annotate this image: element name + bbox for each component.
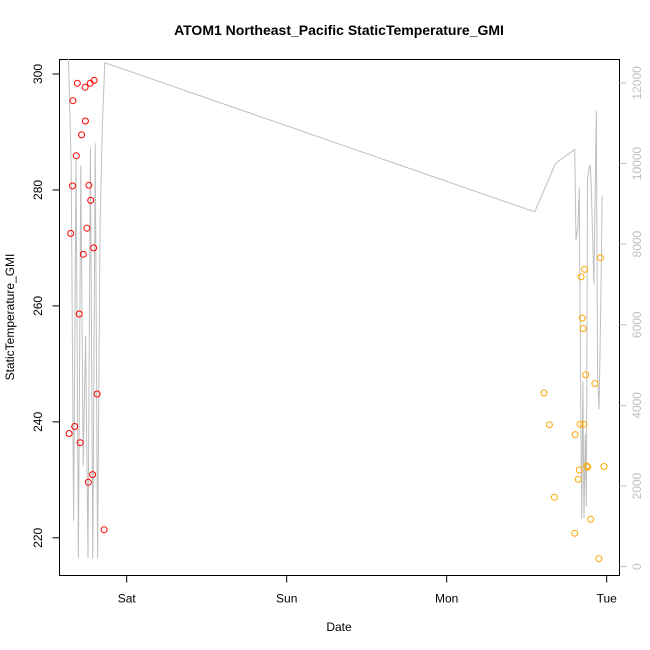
data-point bbox=[75, 310, 83, 318]
data-point bbox=[90, 244, 98, 252]
x-axis-label: Date bbox=[326, 620, 352, 634]
data-point bbox=[540, 389, 548, 397]
x-tick-label: Sun bbox=[276, 592, 297, 606]
data-point bbox=[577, 273, 585, 281]
y-left-tick-label: 260 bbox=[31, 296, 45, 316]
data-point bbox=[72, 152, 80, 160]
chart-title: ATOM1 Northeast_Pacific StaticTemperatur… bbox=[174, 22, 504, 38]
data-point bbox=[583, 462, 591, 470]
y-axis-right: 0 2000 4000 6000 8000 10000 12000 bbox=[619, 66, 644, 570]
data-point bbox=[81, 83, 89, 91]
y-left-tick-label: 300 bbox=[31, 64, 45, 84]
plot-frame bbox=[59, 59, 620, 576]
data-point bbox=[576, 420, 584, 428]
data-point bbox=[93, 390, 101, 398]
data-point bbox=[89, 471, 97, 479]
data-point bbox=[100, 526, 108, 534]
data-point bbox=[69, 182, 76, 190]
data-point bbox=[85, 181, 93, 189]
data-point bbox=[587, 515, 595, 523]
series-layer bbox=[65, 58, 608, 563]
data-point bbox=[579, 325, 587, 332]
data-point bbox=[73, 79, 81, 87]
data-point bbox=[550, 493, 558, 501]
y-right-tick-label: 0 bbox=[630, 563, 644, 570]
data-point bbox=[71, 423, 79, 430]
data-point bbox=[69, 97, 77, 105]
data-point bbox=[600, 463, 608, 470]
data-point bbox=[584, 463, 592, 471]
data-point bbox=[578, 314, 586, 322]
y-right-tick-label: 12000 bbox=[630, 66, 644, 100]
y-left-tick-label: 280 bbox=[31, 180, 45, 200]
data-point bbox=[574, 475, 582, 483]
y-right-tick-label: 10000 bbox=[630, 146, 644, 180]
data-point bbox=[571, 529, 579, 537]
y-right-tick-label: 4000 bbox=[630, 392, 644, 419]
x-tick-label: Sat bbox=[118, 592, 137, 606]
y-right-tick-label: 2000 bbox=[630, 472, 644, 499]
y-right-tick-label: 6000 bbox=[630, 311, 644, 338]
data-point bbox=[591, 380, 599, 388]
data-point bbox=[575, 466, 583, 474]
data-point bbox=[571, 431, 579, 439]
series-line bbox=[68, 58, 603, 559]
data-point bbox=[87, 196, 95, 204]
data-point bbox=[81, 117, 89, 125]
data-point bbox=[76, 439, 84, 447]
data-point bbox=[79, 250, 87, 258]
x-tick-label: Tue bbox=[597, 592, 618, 606]
x-axis: Sat Sun Mon Tue bbox=[118, 575, 618, 606]
y-left-tick-label: 240 bbox=[31, 412, 45, 432]
data-point bbox=[84, 478, 92, 486]
data-point bbox=[582, 371, 590, 379]
y-right-tick-label: 8000 bbox=[630, 230, 644, 257]
data-point bbox=[90, 76, 98, 84]
y-axis-label: StaticTemperature_GMI bbox=[3, 254, 17, 381]
y-left-tick-label: 220 bbox=[31, 527, 45, 547]
y-axis-left: 220 240 260 280 300 bbox=[31, 64, 60, 548]
data-point bbox=[67, 229, 75, 237]
data-point bbox=[581, 265, 589, 273]
data-point bbox=[83, 224, 91, 232]
data-point bbox=[65, 430, 73, 437]
data-point bbox=[595, 555, 603, 563]
data-point bbox=[597, 254, 604, 262]
data-point bbox=[78, 131, 86, 139]
data-point bbox=[580, 420, 588, 428]
data-point bbox=[545, 421, 553, 429]
x-tick-label: Mon bbox=[435, 592, 458, 606]
